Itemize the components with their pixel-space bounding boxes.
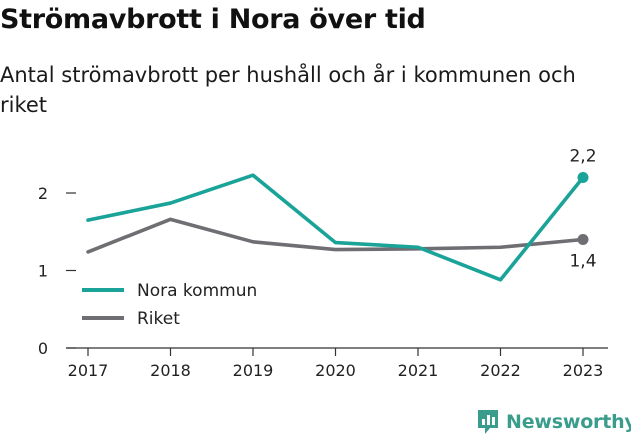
end-value-label: 2,2	[569, 147, 596, 167]
legend-label: Nora kommun	[137, 281, 257, 301]
newsworthy-bar-chart-icon	[478, 410, 498, 434]
chart-title: Strömavbrott i Nora över tid	[0, 4, 426, 35]
series-line-nora-kommun	[86, 173, 585, 282]
legend: Nora kommun Riket	[82, 281, 257, 329]
y-axis: 0 1 2	[38, 184, 76, 358]
y-tick-label: 0	[38, 339, 48, 358]
x-tick-label: 2019	[233, 361, 274, 380]
x-tick-label: 2018	[150, 361, 191, 380]
newsworthy-logo: Newsworthy	[476, 406, 631, 438]
x-tick-label: 2022	[480, 361, 521, 380]
x-axis: 2017 2018 2019 2020 2021 2022 2023	[68, 348, 604, 380]
series-line-riket	[86, 217, 585, 254]
chart-subtitle: Antal strömavbrott per hushåll och år i …	[0, 63, 576, 117]
end-point-riket	[577, 234, 589, 245]
end-point-nora-kommun	[577, 172, 589, 183]
y-tick-label: 1	[38, 262, 48, 281]
series-group: 2,2 1,4	[86, 147, 597, 282]
x-tick-label: 2021	[398, 361, 439, 380]
brand-name: Newsworthy	[506, 411, 631, 433]
line-chart: 012 2017 2018 2019 2020 2021 2022 2023 2,21,4 …	[38, 147, 608, 380]
y-tick-label: 2	[38, 184, 48, 203]
x-tick-label: 2020	[315, 361, 356, 380]
end-value-label: 1,4	[569, 252, 596, 272]
x-tick-label: 2023	[563, 361, 604, 380]
x-tick-label: 2017	[68, 361, 109, 380]
legend-label: Riket	[137, 309, 180, 329]
